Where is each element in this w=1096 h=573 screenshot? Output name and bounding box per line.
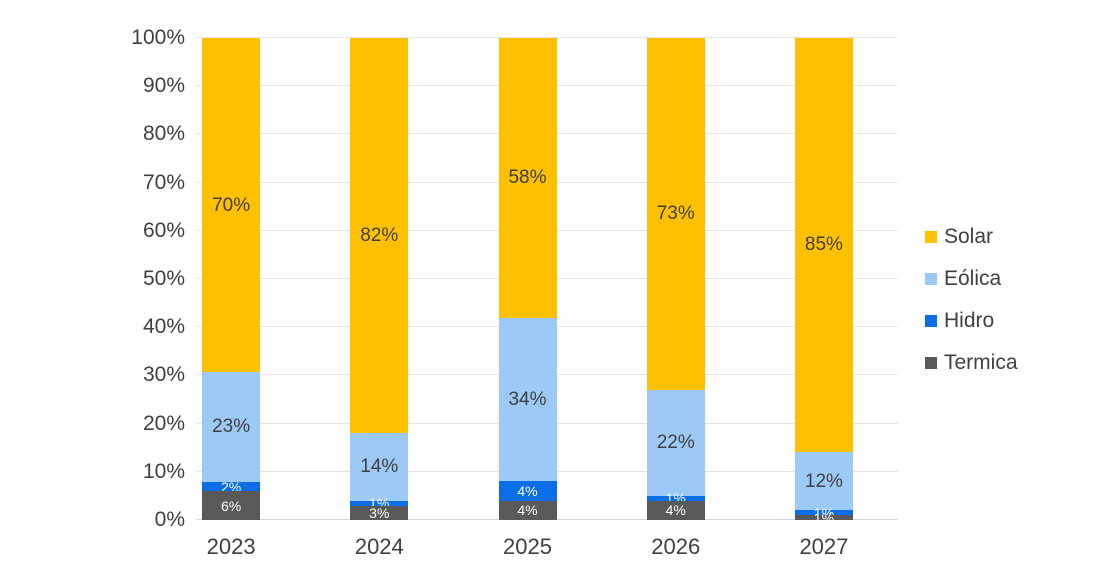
x-tick-2025: 2025 bbox=[503, 534, 552, 559]
bar-slot-2027: 85% 12% 1% 1% bbox=[750, 38, 898, 525]
y-tick-70: 70% bbox=[142, 170, 185, 194]
data-label-Hidro-2025: 4% bbox=[517, 483, 538, 500]
segment-Termica-2023: 6% bbox=[202, 491, 261, 520]
legend-label-Hidro: Hidro bbox=[944, 309, 995, 332]
y-tick-20: 20% bbox=[142, 411, 185, 435]
segment-Solar-2025: 58% bbox=[498, 38, 557, 318]
legend-swatch-Termica bbox=[925, 357, 937, 369]
bar-slot-2023: 70% 23% 2% 6% bbox=[157, 38, 305, 520]
segment-Eólica-2025: 34% bbox=[498, 317, 557, 482]
y-tick-60: 60% bbox=[142, 218, 185, 242]
legend-label-Termica: Termica bbox=[944, 351, 1018, 374]
bar-2025: 58% 34% 4% 4% bbox=[498, 38, 557, 520]
segment-Solar-2026: 73% bbox=[646, 38, 705, 390]
bar-slot-2025: 58% 34% 4% 4% bbox=[453, 38, 601, 520]
legend-item-Eólica: Eólica bbox=[925, 266, 1018, 292]
y-tick-10: 10% bbox=[142, 459, 185, 483]
y-tick-90: 90% bbox=[142, 74, 185, 98]
segment-Solar-2023: 70% bbox=[202, 38, 261, 373]
segment-Solar-2024: 82% bbox=[350, 38, 409, 434]
data-label-Eólica-2023: 23% bbox=[212, 416, 251, 438]
segment-Eólica-2026: 22% bbox=[646, 389, 705, 496]
legend-swatch-Solar bbox=[925, 231, 937, 243]
segment-Hidro-2023: 2% bbox=[202, 478, 261, 495]
segment-Eólica-2024: 14% bbox=[350, 433, 409, 501]
bar-slot-2024: 82% 14% 1% 3% bbox=[305, 38, 453, 520]
data-label-Eólica-2027: 12% bbox=[804, 470, 843, 492]
y-tick-30: 30% bbox=[142, 363, 185, 387]
y-tick-100: 100% bbox=[131, 26, 185, 49]
data-label-Termica-2026: 4% bbox=[665, 502, 686, 519]
data-label-Hidro-2023: 2% bbox=[220, 478, 242, 495]
data-label-Eólica-2024: 14% bbox=[360, 456, 399, 478]
segment-Eólica-2023: 23% bbox=[202, 372, 261, 482]
data-label-Termica-2024: 3% bbox=[369, 504, 390, 521]
bar-2023: 70% 23% 2% 6% bbox=[202, 38, 261, 520]
bar-2024: 82% 14% 1% 3% bbox=[350, 38, 409, 521]
y-tick-80: 80% bbox=[142, 122, 185, 146]
segment-Termica-2025: 4% bbox=[498, 500, 557, 520]
legend-swatch-Eólica bbox=[925, 273, 937, 285]
plot-area: 70% 23% 2% 6% 82% 14% 1% 3% 58% 34% 4% 4% 73% 22% 1% 4%… bbox=[157, 37, 898, 559]
data-label-Termica-2025: 4% bbox=[517, 502, 538, 519]
gridline-100 bbox=[197, 37, 898, 38]
legend-item-Solar: Solar bbox=[925, 224, 1018, 250]
legend-item-Termica: Termica bbox=[925, 350, 1018, 376]
data-label-Solar-2023: 70% bbox=[212, 194, 251, 216]
segment-Termica-2027: 1% bbox=[794, 511, 853, 525]
legend-label-Eólica: Eólica bbox=[944, 267, 1002, 290]
bar-2027: 85% 12% 1% 1% bbox=[794, 38, 853, 525]
x-tick-2023: 2023 bbox=[206, 534, 256, 559]
legend-swatch-Hidro bbox=[925, 315, 937, 327]
segment-Eólica-2027: 12% bbox=[794, 451, 853, 511]
x-tick-2026: 2026 bbox=[651, 534, 701, 559]
data-label-Eólica-2026: 22% bbox=[656, 432, 695, 454]
x-tick-2027: 2027 bbox=[799, 534, 849, 559]
legend-item-Hidro: Hidro bbox=[925, 308, 1018, 334]
y-tick-50: 50% bbox=[142, 267, 185, 290]
y-tick-0: 0% bbox=[154, 508, 185, 531]
data-label-Eólica-2025: 34% bbox=[508, 388, 547, 410]
segment-Termica-2026: 4% bbox=[646, 500, 705, 520]
data-label-Solar-2026: 73% bbox=[656, 203, 695, 225]
data-label-Solar-2024: 82% bbox=[360, 225, 399, 247]
bar-2026: 73% 22% 1% 4% bbox=[646, 38, 705, 520]
data-label-Termica-2023: 6% bbox=[220, 497, 242, 514]
bar-slot-2026: 73% 22% 1% 4% bbox=[602, 38, 750, 520]
segment-Hidro-2025: 4% bbox=[498, 481, 557, 501]
y-tick-40: 40% bbox=[142, 315, 185, 339]
x-tick-2024: 2024 bbox=[354, 534, 404, 559]
segment-Termica-2024: 3% bbox=[350, 504, 409, 521]
legend: Solar Eólica Hidro Termica bbox=[925, 224, 1018, 392]
segment-Solar-2027: 85% bbox=[794, 38, 853, 452]
x-axis: 2023 2024 2025 2026 2027 bbox=[157, 534, 898, 560]
bars: 70% 23% 2% 6% 82% 14% 1% 3% 58% 34% 4% 4% 73% 22% 1% 4%… bbox=[157, 38, 898, 525]
data-label-Solar-2025: 58% bbox=[508, 167, 547, 189]
legend-label-Solar: Solar bbox=[944, 225, 994, 248]
data-label-Solar-2027: 85% bbox=[804, 234, 843, 256]
data-label-Termica-2027: 1% bbox=[813, 509, 835, 526]
